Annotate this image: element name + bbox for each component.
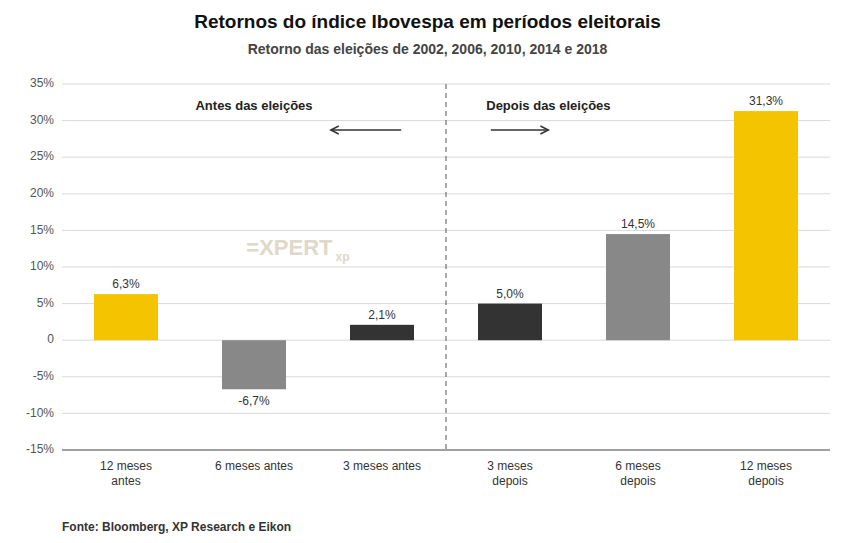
bar	[222, 340, 286, 389]
data-label: 31,3%	[749, 94, 783, 108]
annotation-after: Depois das eleições	[486, 98, 610, 113]
x-tick-label: 12 mesesantes	[100, 459, 152, 488]
y-tick-label: 10%	[30, 259, 54, 273]
chart-container: Retornos do índice Ibovespa em períodos …	[0, 0, 855, 543]
y-tick-label: 15%	[30, 223, 54, 237]
bar	[350, 325, 414, 340]
divider	[446, 84, 447, 450]
y-tick-label: 35%	[30, 76, 54, 90]
chart: Retornos do índice Ibovespa em períodos …	[0, 0, 855, 543]
y-tick-label: 0	[47, 332, 54, 346]
y-tick-label: 25%	[30, 149, 54, 163]
y-tick-label: 5%	[37, 296, 55, 310]
y-tick-label: 30%	[30, 113, 54, 127]
data-label: 6,3%	[112, 277, 140, 291]
data-label: 5,0%	[496, 287, 524, 301]
bar	[478, 304, 542, 341]
x-tick-label: 3 mesesdepois	[487, 459, 532, 488]
y-tick-label: -10%	[26, 406, 54, 420]
x-tick-label: 6 mesesdepois	[615, 459, 660, 488]
x-tick-label: 3 meses antes	[343, 459, 421, 473]
grid	[62, 84, 830, 450]
grid-line	[62, 413, 830, 414]
y-tick-label: -5%	[33, 369, 55, 383]
arrow-after	[491, 129, 549, 131]
subtitle: Retorno das eleições de 2002, 2006, 2010…	[248, 41, 608, 57]
bar	[606, 234, 670, 340]
x-tick-label: 6 meses antes	[215, 459, 293, 473]
y-tick-label: 20%	[30, 186, 54, 200]
data-label: -6,7%	[238, 394, 270, 408]
arrow-before	[331, 129, 401, 131]
bar	[734, 111, 798, 340]
y-tick-label: -15%	[26, 442, 54, 456]
data-label: 14,5%	[621, 217, 655, 231]
data-label: 2,1%	[368, 308, 396, 322]
watermark: =XPERT	[246, 235, 333, 260]
annotation-before: Antes das eleições	[195, 98, 312, 113]
source-note: Fonte: Bloomberg, XP Research e Eikon	[62, 520, 291, 534]
x-tick-label: 12 mesesdepois	[740, 459, 792, 488]
watermark-sub: xp	[336, 250, 350, 264]
bar	[94, 294, 158, 340]
title: Retornos do índice Ibovespa em períodos …	[194, 11, 661, 32]
